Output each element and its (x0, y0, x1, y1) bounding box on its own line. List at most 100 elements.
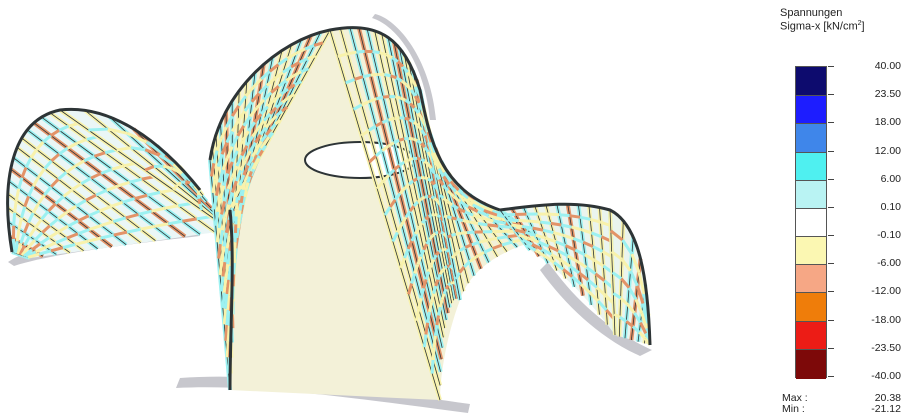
legend-tick (828, 122, 834, 124)
beam-segment (212, 195, 218, 210)
beam-segment (587, 278, 598, 289)
beam-segment (107, 127, 128, 135)
beam-segment (58, 146, 69, 156)
beam-segment (430, 180, 436, 186)
beam-edge (407, 248, 416, 274)
beam-segment (379, 51, 387, 57)
beam-edge (58, 129, 78, 144)
beam-segment (382, 174, 390, 183)
beam-edge (379, 52, 385, 75)
beam-segment (424, 176, 429, 181)
beam-edge (388, 119, 395, 143)
beam-segment (631, 325, 641, 334)
beam-segment (226, 250, 232, 265)
beam-segment (376, 95, 384, 101)
color-scale-bar (795, 66, 827, 379)
beam-segment (257, 119, 266, 130)
beam-segment (434, 212, 439, 217)
beam-segment (230, 165, 239, 178)
beam-edge (455, 253, 460, 273)
beam-segment (285, 74, 295, 82)
beam-segment (413, 95, 421, 104)
beam-segment (180, 180, 186, 184)
beam-segment (237, 95, 248, 107)
beam-edge (434, 198, 439, 216)
beam-segment (576, 260, 588, 269)
beam-segment (37, 167, 46, 178)
beam-segment (100, 167, 113, 175)
beam-edge (460, 233, 466, 248)
beam-segment (260, 134, 268, 143)
beam-segment (567, 254, 578, 263)
beam-edge (430, 196, 436, 215)
beam-edge (95, 194, 112, 207)
beam-segment (225, 341, 230, 358)
beam-edge (374, 30, 380, 53)
beam-segment (117, 180, 131, 188)
beam-edge (582, 242, 586, 255)
beam-edge (443, 233, 447, 250)
beam-segment (433, 324, 439, 336)
beam-segment (429, 258, 436, 266)
beam-segment (569, 265, 580, 275)
beam-segment (381, 118, 390, 124)
beam-segment (436, 273, 442, 281)
beam-segment (585, 266, 597, 276)
beam-edge (387, 146, 395, 170)
beam-segment (16, 242, 23, 255)
beam-edge (168, 223, 186, 237)
beam-edge (399, 193, 407, 218)
beam-edge (425, 219, 431, 240)
beam-edge (111, 168, 130, 183)
beam-edge (456, 218, 462, 234)
legend-tick-label: -40.00 (871, 370, 901, 382)
beam-edge (364, 51, 372, 76)
beam-edge (403, 138, 410, 160)
beam-edge (393, 118, 400, 141)
beam-segment (532, 226, 544, 232)
beam-segment (286, 52, 297, 60)
beam-segment (422, 243, 429, 251)
beam-segment (88, 127, 109, 132)
beam-edge (423, 288, 430, 313)
beam-segment (451, 216, 457, 221)
legend-swatch (796, 348, 826, 379)
beam-segment (404, 210, 412, 219)
beam-edge (416, 140, 422, 160)
beam-segment (414, 308, 421, 322)
beam-segment (368, 124, 377, 132)
beam-segment (361, 99, 370, 107)
beam-segment (277, 79, 288, 88)
legend-tick (828, 263, 834, 265)
beam-edge (400, 97, 406, 119)
beam-segment (14, 188, 21, 201)
beam-segment (412, 200, 419, 208)
beam-segment (562, 268, 574, 278)
beam-segment (225, 130, 234, 144)
beam-edge (110, 206, 126, 219)
beam-segment (534, 249, 546, 258)
beam-segment (43, 159, 53, 170)
beam-segment (221, 157, 229, 171)
beam-edge (438, 251, 443, 271)
beam-segment (48, 230, 60, 239)
beam-segment (535, 233, 547, 240)
beam-segment (525, 243, 537, 252)
beam-segment (35, 141, 45, 151)
beam-edge (567, 204, 570, 216)
beam-segment (362, 73, 371, 79)
beam-edge (424, 161, 429, 179)
beam-edge (624, 321, 627, 339)
beam-segment (236, 125, 246, 137)
beam-edge (416, 320, 425, 348)
beam-segment (145, 140, 167, 157)
beam-segment (420, 195, 426, 201)
beam-segment (267, 131, 274, 139)
beam-edge (411, 283, 420, 310)
beam-segment (236, 218, 241, 229)
beam-edge (129, 181, 148, 196)
beam-segment (420, 157, 426, 163)
beam-edge (612, 272, 614, 294)
beam-segment (410, 273, 417, 284)
beam-segment (217, 169, 225, 183)
